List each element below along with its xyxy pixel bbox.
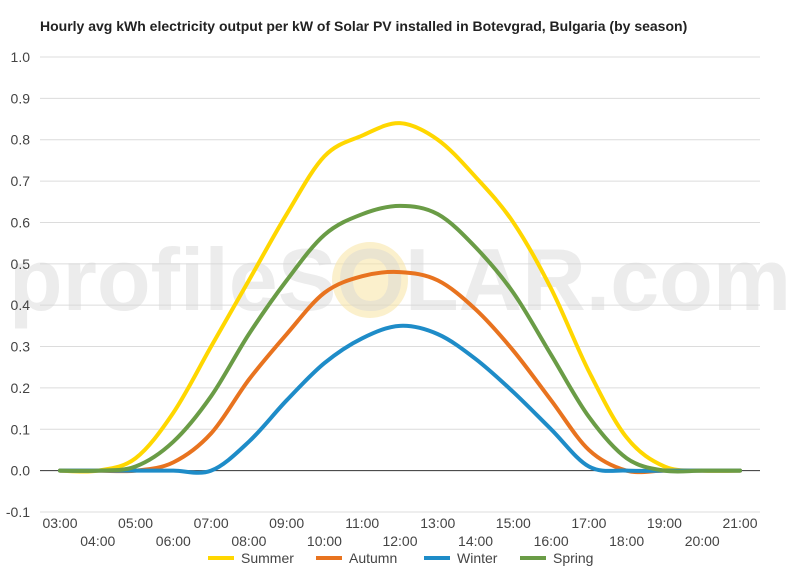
- x-tick-label: 16:00: [534, 533, 569, 549]
- x-tick-label: 21:00: [722, 515, 757, 531]
- x-tick-label: 14:00: [458, 533, 493, 549]
- y-tick-label: 0.3: [11, 339, 31, 355]
- watermark-sun-icon: [332, 242, 408, 318]
- x-tick-label: 07:00: [194, 515, 229, 531]
- x-tick-label: 15:00: [496, 515, 531, 531]
- y-tick-label: 0.6: [11, 214, 31, 230]
- x-tick-label: 09:00: [269, 515, 304, 531]
- x-tick-label: 03:00: [42, 515, 77, 531]
- y-tick-label: 0.8: [11, 132, 31, 148]
- x-tick-label: 17:00: [571, 515, 606, 531]
- series-line-summer: [58, 121, 742, 474]
- x-tick-label: 19:00: [647, 515, 682, 531]
- series-line-winter: [58, 323, 742, 475]
- legend-label-spring: Spring: [553, 550, 593, 566]
- legend: Summer Autumn Winter Spring: [208, 550, 593, 566]
- y-tick-label: 0.5: [11, 256, 31, 272]
- y-tick-label: 0.0: [11, 463, 31, 479]
- series-line-spring: [58, 203, 742, 474]
- x-tick-label: 11:00: [345, 515, 379, 531]
- legend-label-summer: Summer: [241, 550, 294, 566]
- y-tick-label: 0.1: [11, 421, 31, 437]
- chart-title: Hourly avg kWh electricity output per kW…: [40, 18, 688, 34]
- x-tick-label: 18:00: [609, 533, 644, 549]
- x-tick-label: 08:00: [231, 533, 266, 549]
- x-tick-label: 10:00: [307, 533, 342, 549]
- x-tick-label: 06:00: [156, 533, 191, 549]
- legend-label-winter: Winter: [457, 550, 498, 566]
- y-axis-ticks: 1.0 0.9 0.8 0.7 0.6 0.5 0.4 0.3 0.2 0.1 0.0 -0.1: [6, 49, 30, 520]
- watermark-text: profileSOLAR.com: [9, 230, 791, 329]
- y-tick-label: 0.7: [11, 173, 31, 189]
- series-lines: [58, 121, 742, 475]
- x-tick-label: 12:00: [382, 533, 417, 549]
- x-tick-label: 05:00: [118, 515, 153, 531]
- y-tick-label: 0.2: [11, 380, 31, 396]
- legend-label-autumn: Autumn: [349, 550, 397, 566]
- x-axis-ticks: 03:0004:0005:0006:0007:0008:0009:0010:00…: [42, 515, 757, 549]
- y-tick-label: 0.4: [11, 297, 31, 313]
- y-tick-label: 0.9: [11, 90, 31, 106]
- y-tick-label: -0.1: [6, 504, 30, 520]
- y-tick-label: 1.0: [11, 49, 31, 65]
- watermark: profileSOLAR.com: [9, 230, 791, 329]
- x-tick-label: 20:00: [685, 533, 720, 549]
- x-tick-label: 04:00: [80, 533, 115, 549]
- x-tick-label: 13:00: [420, 515, 455, 531]
